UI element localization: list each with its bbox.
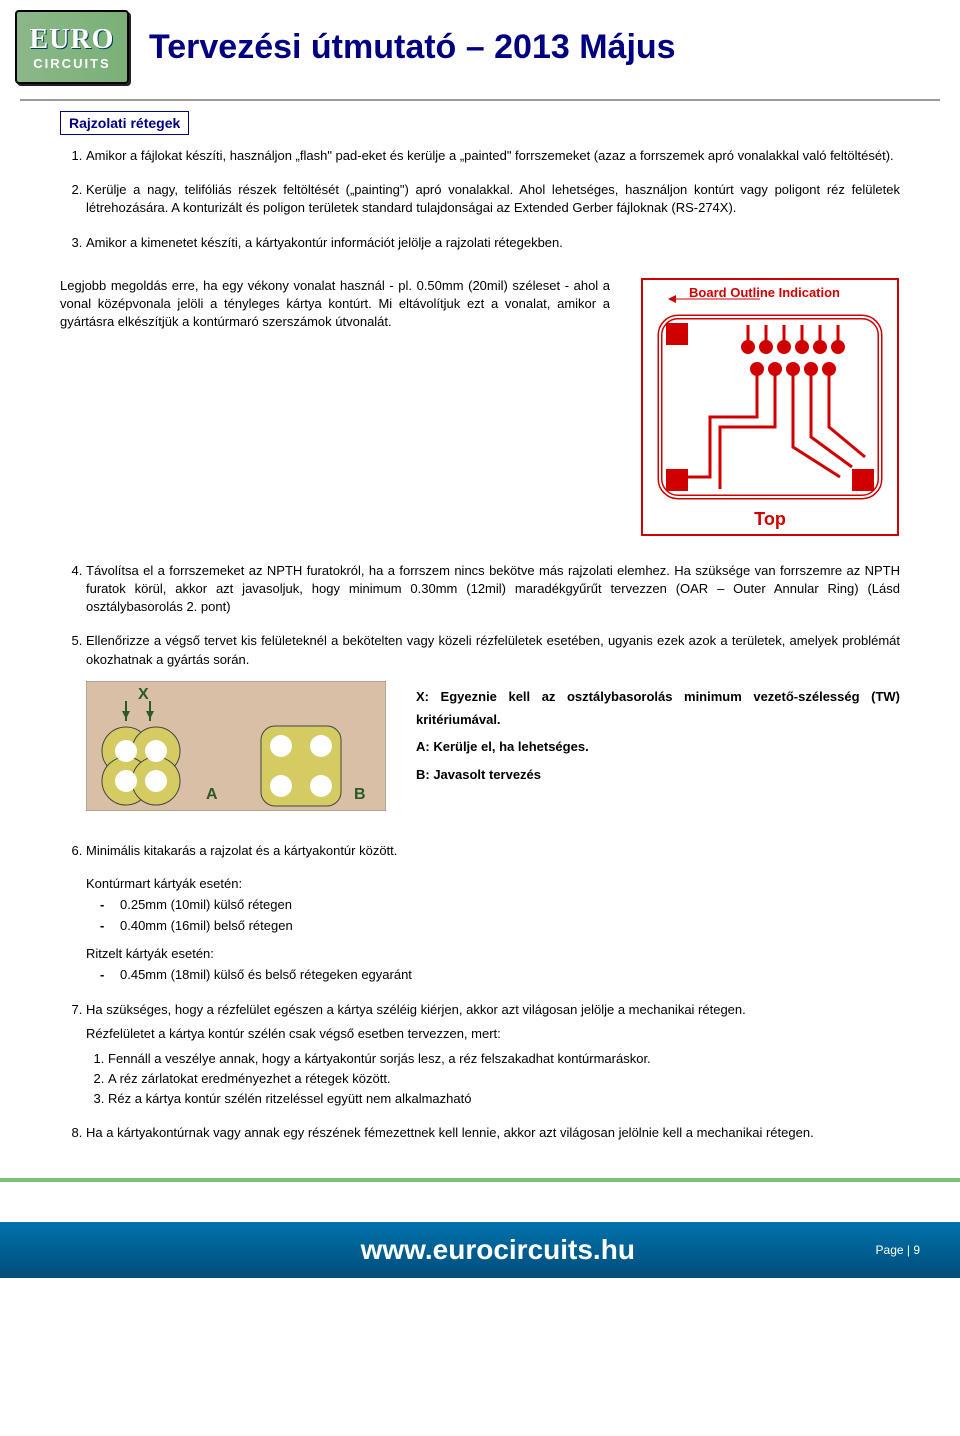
scored-values: -0.45mm (18mil) külső és belső rétegeken…	[100, 965, 900, 986]
routed-values: -0.25mm (10mil) külső rétegen -0.40mm (1…	[100, 895, 900, 937]
footer-divider	[0, 1178, 960, 1182]
reason-3: Réz a kártya kontúr szélén ritzeléssel e…	[108, 1090, 900, 1108]
diagram-legend: X: Egyeznie kell az osztálybasorolás min…	[416, 681, 900, 791]
main-content: Rajzolati rétegek Amikor a fájlokat kész…	[0, 101, 960, 1178]
page-header: EURO CIRCUITS Tervezési útmutató – 2013 …	[0, 0, 960, 99]
list-item-5-text: Ellenőrizze a végső tervet kis felületek…	[86, 633, 900, 666]
routed-inner: 0.40mm (16mil) belső rétegen	[120, 916, 293, 937]
list-item-2: Kerülje a nagy, telifóliás részek feltöl…	[86, 181, 900, 217]
svg-text:B: B	[354, 786, 366, 803]
tip-row: Legjobb megoldás erre, ha egy vékony von…	[60, 277, 900, 537]
svg-text:X: X	[138, 686, 149, 703]
list-item-6: Minimális kitakarás a rajzolat és a kárt…	[86, 842, 900, 860]
pad-comparison-diagram: X	[86, 681, 386, 811]
legend-a: A: Kerülje el, ha lehetséges.	[416, 739, 589, 754]
reason-1: Fennáll a veszélye annak, hogy a kártyak…	[108, 1050, 900, 1068]
list-item-4: Távolítsa el a forrszemeket az NPTH fura…	[86, 562, 900, 617]
board-outline-diagram: Board Outline Indication	[640, 277, 900, 537]
list-item-3: Amikor a kimenetet készíti, a kártyakont…	[86, 234, 900, 252]
list-item-7-text: Ha szükséges, hogy a rézfelület egészen …	[86, 1002, 746, 1017]
main-list: Amikor a fájlokat készíti, használjon „f…	[60, 147, 900, 252]
diagram-label-bottom: Top	[754, 509, 786, 529]
main-list-7: Ha szükséges, hogy a rézfelület egészen …	[60, 1001, 900, 1142]
page-footer: www.eurocircuits.hu Page | 9	[0, 1222, 960, 1278]
main-list-6: Minimális kitakarás a rajzolat és a kárt…	[60, 842, 900, 860]
page-title: Tervezési útmutató – 2013 Május	[149, 28, 676, 67]
scored-both: 0.45mm (18mil) külső és belső rétegeken …	[120, 965, 412, 986]
item-7-reasons: Fennáll a veszélye annak, hogy a kártyak…	[86, 1050, 900, 1109]
logo-text-bottom: CIRCUITS	[33, 56, 110, 71]
list-item-7: Ha szükséges, hogy a rézfelület egészen …	[86, 1001, 900, 1108]
logo: EURO CIRCUITS	[15, 10, 129, 84]
main-list-cont: Távolítsa el a forrszemeket az NPTH fura…	[60, 562, 900, 811]
legend-x: X: Egyeznie kell az osztálybasorolás min…	[416, 689, 900, 727]
list-item-8: Ha a kártyakontúrnak vagy annak egy rész…	[86, 1124, 900, 1142]
list-item-6-text: Minimális kitakarás a rajzolat és a kárt…	[86, 843, 397, 858]
tip-text: Legjobb megoldás erre, ha egy vékony von…	[60, 277, 610, 332]
logo-text-top: EURO	[30, 24, 115, 56]
sub-routed: Kontúrmart kártyák esetén:	[60, 876, 900, 891]
svg-text:A: A	[206, 786, 218, 803]
reason-2: A réz zárlatokat eredményezhet a rétegek…	[108, 1070, 900, 1088]
sub-scored: Ritzelt kártyák esetén:	[60, 946, 900, 961]
item-7-note: Rézfelületet a kártya kontúr szélén csak…	[86, 1025, 900, 1043]
list-item-1: Amikor a fájlokat készíti, használjon „f…	[86, 147, 900, 165]
legend-b: B: Javasolt tervezés	[416, 767, 541, 782]
routed-outer: 0.25mm (10mil) külső rétegen	[120, 895, 292, 916]
list-item-5: Ellenőrizze a végső tervet kis felületek…	[86, 632, 900, 810]
section-heading: Rajzolati rétegek	[60, 111, 189, 135]
footer-url: www.eurocircuits.hu	[120, 1234, 876, 1266]
list-item-3-text: Amikor a kimenetet készíti, a kártyakont…	[86, 235, 563, 250]
footer-page-number: Page | 9	[876, 1243, 920, 1257]
diagram-label-top: Board Outline Indication	[689, 285, 840, 300]
